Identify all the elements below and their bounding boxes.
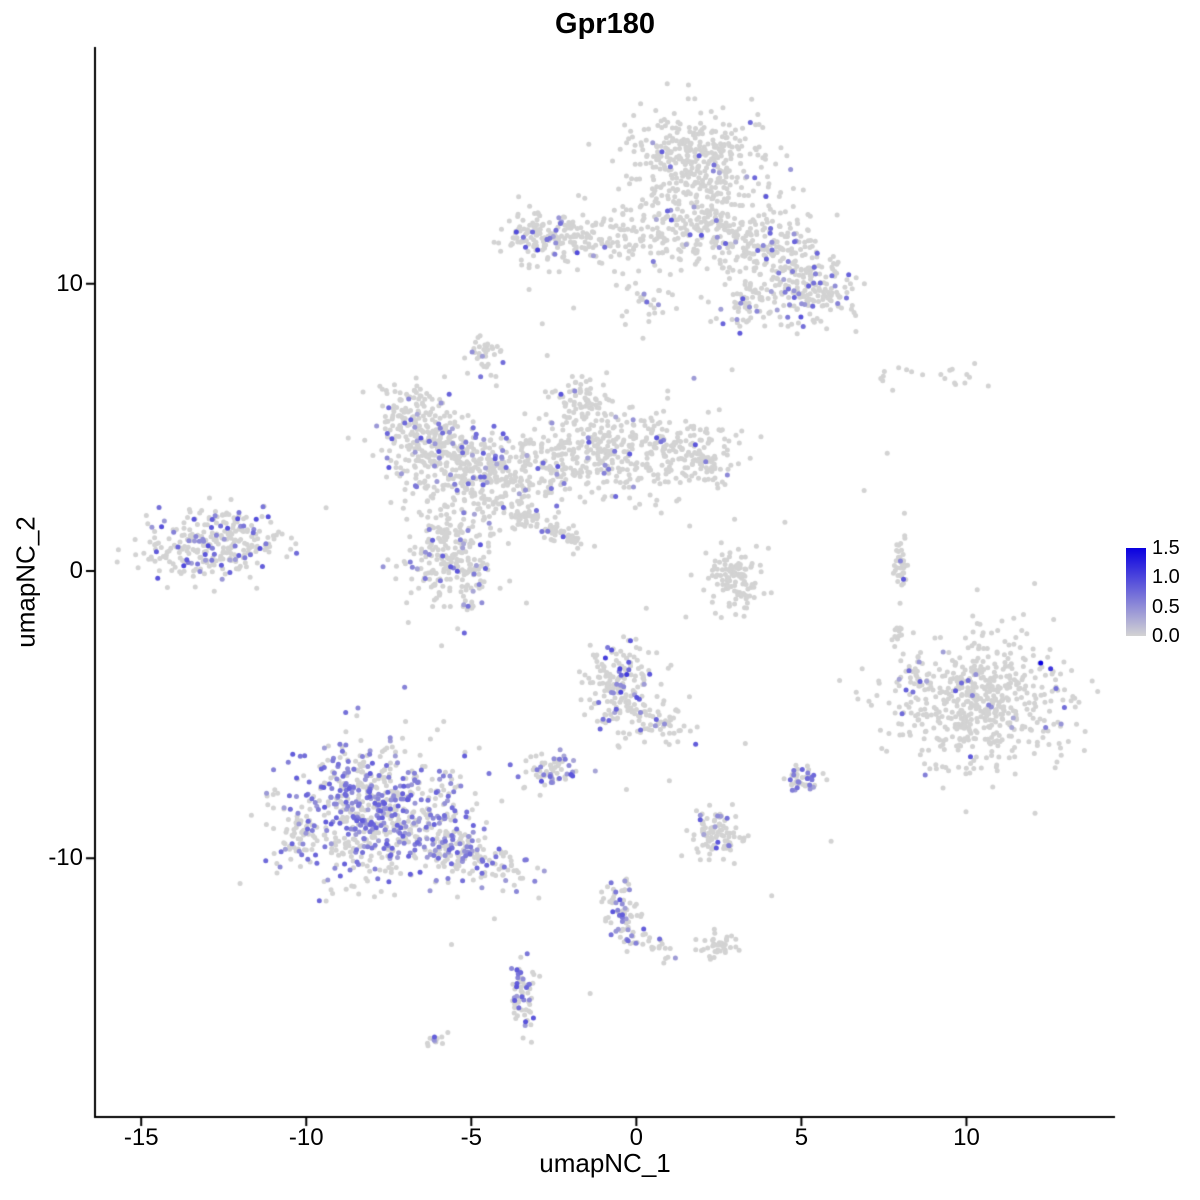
y-tick-label: -10 — [48, 844, 83, 872]
legend-label: 1.0 — [1152, 566, 1180, 589]
chart-title: Gpr180 — [555, 8, 655, 40]
x-tick-label: -15 — [123, 1124, 159, 1151]
y-tick-label: 10 — [56, 269, 83, 297]
y-tick-label: 0 — [69, 557, 83, 584]
legend-label: 0.5 — [1152, 595, 1180, 618]
legend: 1.5 1.0 0.5 0.0 — [1126, 537, 1196, 648]
legend-label: 0.0 — [1152, 625, 1180, 647]
legend-colorbar — [1126, 548, 1146, 636]
legend-label: 1.5 — [1152, 537, 1180, 559]
x-tick-label: 5 — [794, 1124, 809, 1151]
x-axis-label: umapNC_1 — [539, 1148, 671, 1178]
x-tick-label: 10 — [953, 1124, 980, 1151]
x-tick-label: -5 — [460, 1124, 482, 1151]
x-tick-label: -10 — [288, 1124, 324, 1151]
x-tick-label: 0 — [629, 1124, 644, 1151]
